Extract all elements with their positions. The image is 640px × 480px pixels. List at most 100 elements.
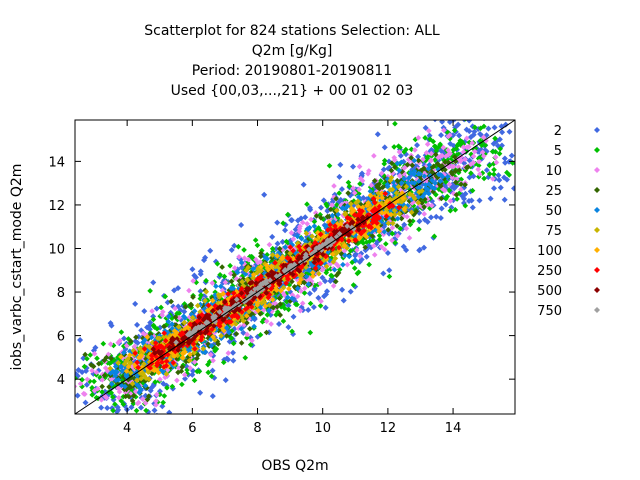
point-level-75: [385, 220, 392, 227]
point-level-5: [106, 360, 113, 367]
point-level-75: [348, 201, 354, 207]
point-level-2: [499, 129, 506, 136]
point-level-5: [241, 247, 247, 253]
point-level-25: [258, 250, 264, 256]
point-level-25: [399, 168, 405, 175]
point-level-50: [110, 369, 116, 375]
point-level-10: [366, 168, 372, 174]
point-level-5: [457, 137, 464, 144]
point-level-2: [496, 177, 503, 184]
point-level-5: [336, 190, 342, 196]
point-level-25: [156, 338, 163, 344]
point-level-50: [142, 382, 149, 389]
point-level-250: [160, 348, 167, 354]
point-level-250: [230, 290, 237, 296]
point-level-2: [261, 191, 268, 198]
point-level-10: [98, 397, 105, 403]
point-level-5: [466, 139, 473, 146]
point-level-2: [536, 151, 542, 157]
point-level-25: [418, 191, 424, 198]
point-level-100: [171, 328, 178, 334]
point-level-75: [130, 347, 137, 354]
point-level-10: [450, 190, 457, 197]
point-level-5: [128, 386, 135, 393]
point-level-5: [334, 215, 341, 221]
point-level-5: [120, 393, 127, 400]
point-level-10: [292, 245, 299, 251]
point-level-10: [77, 380, 84, 387]
point-level-2: [483, 167, 490, 174]
point-level-5: [437, 141, 443, 148]
point-level-5: [235, 243, 242, 250]
point-level-50: [407, 170, 414, 176]
point-level-250: [361, 227, 367, 234]
point-level-100: [187, 351, 193, 358]
point-level-75: [177, 334, 183, 341]
point-level-5: [482, 151, 488, 157]
point-level-2: [298, 215, 305, 222]
point-level-2: [339, 286, 346, 293]
point-level-5: [430, 138, 437, 145]
point-level-50: [119, 368, 126, 374]
point-level-25: [289, 278, 295, 285]
point-level-25: [263, 329, 270, 336]
point-level-10: [400, 165, 407, 172]
point-level-2: [148, 384, 155, 391]
point-level-10: [190, 278, 196, 284]
point-level-5: [194, 368, 200, 375]
point-level-100: [359, 204, 366, 211]
point-level-10: [443, 153, 449, 160]
point-level-2: [156, 388, 163, 395]
point-level-50: [165, 318, 172, 325]
point-level-5: [432, 143, 439, 150]
point-level-5: [120, 343, 127, 349]
point-level-100: [376, 228, 383, 235]
point-level-250: [164, 343, 171, 349]
point-level-10: [318, 265, 324, 272]
point-level-5: [377, 236, 383, 243]
point-level-25: [103, 354, 110, 361]
point-level-10: [219, 287, 226, 294]
point-level-25: [258, 253, 264, 260]
point-level-50: [329, 212, 336, 219]
point-level-25: [140, 335, 146, 342]
point-level-50: [160, 369, 167, 376]
point-level-500: [331, 228, 338, 235]
point-level-5: [141, 351, 148, 358]
point-level-2: [380, 270, 387, 277]
point-level-5: [403, 146, 409, 153]
point-level-5: [444, 129, 451, 136]
point-level-100: [274, 253, 281, 259]
point-level-75: [269, 252, 276, 258]
point-level-25: [441, 175, 447, 182]
point-level-10: [208, 351, 214, 358]
point-level-10: [460, 144, 467, 150]
point-level-50: [238, 260, 245, 266]
point-level-25: [332, 278, 339, 285]
point-level-25: [374, 182, 380, 189]
point-level-5: [412, 136, 419, 143]
point-level-50: [243, 309, 250, 316]
point-level-50: [112, 363, 119, 370]
point-level-25: [362, 244, 369, 251]
point-level-2: [302, 214, 309, 221]
point-level-10: [128, 391, 134, 397]
point-level-2: [274, 219, 281, 226]
point-level-50: [431, 185, 437, 192]
point-level-25: [421, 204, 427, 210]
point-level-2: [424, 218, 431, 225]
point-level-2: [273, 245, 280, 252]
point-level-75: [321, 257, 327, 264]
point-level-50: [425, 186, 431, 193]
point-level-10: [463, 135, 470, 142]
point-level-2: [321, 293, 328, 300]
point-level-100: [379, 209, 385, 216]
point-level-5: [285, 306, 292, 313]
point-level-2: [474, 120, 475, 121]
point-level-10: [371, 153, 377, 159]
point-level-5: [252, 237, 259, 243]
point-level-50: [398, 180, 405, 186]
point-level-100: [155, 369, 162, 376]
point-level-10: [387, 216, 394, 223]
point-level-10: [235, 325, 242, 332]
